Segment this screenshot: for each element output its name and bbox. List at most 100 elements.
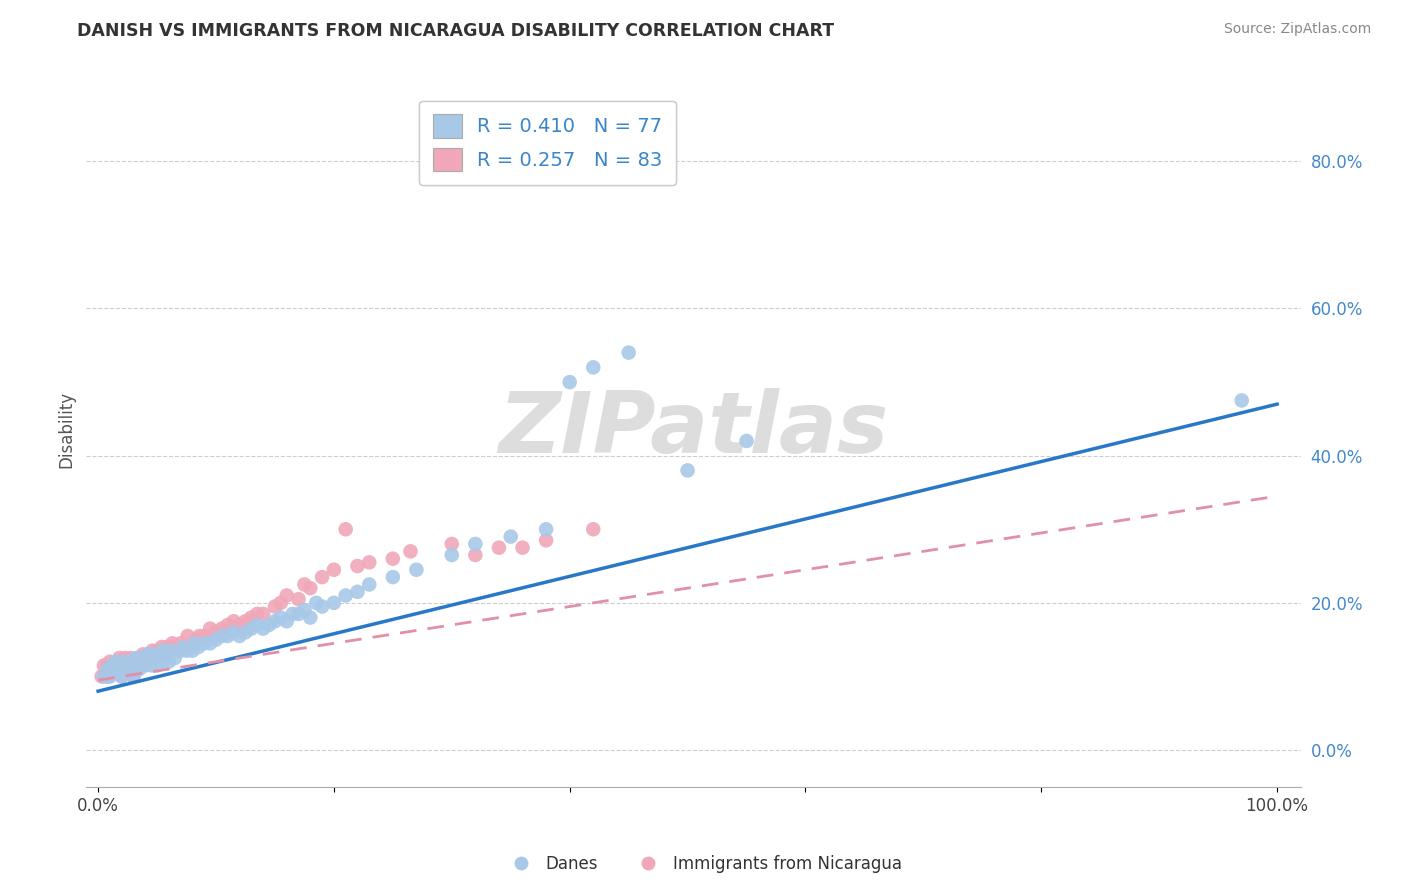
Point [205, 632, 228, 647]
Point [359, 577, 381, 591]
Point [152, 655, 174, 669]
Point [125, 658, 148, 673]
Point [150, 640, 173, 654]
Point [235, 625, 257, 640]
Point [198, 622, 221, 636]
Point [335, 522, 357, 536]
Point [281, 607, 304, 621]
Point [128, 651, 150, 665]
Point [188, 629, 211, 643]
Point [381, 551, 404, 566]
Point [264, 614, 287, 628]
Point [582, 522, 605, 536]
Point [111, 669, 134, 683]
Point [134, 651, 156, 665]
Point [132, 658, 155, 673]
Point [128, 662, 150, 676]
Point [235, 614, 257, 628]
Point [153, 648, 176, 662]
Point [381, 570, 404, 584]
Point [264, 599, 287, 614]
Point [246, 618, 269, 632]
Point [111, 658, 134, 673]
Point [96, 669, 118, 683]
Point [143, 655, 166, 669]
Point [193, 636, 215, 650]
Point [582, 360, 605, 375]
Point [134, 658, 156, 673]
Point [252, 622, 274, 636]
Point [176, 643, 198, 657]
Point [346, 584, 368, 599]
Point [160, 643, 183, 657]
Point [228, 618, 250, 632]
Point [198, 636, 221, 650]
Point [101, 658, 124, 673]
Point [735, 434, 758, 448]
Point [512, 541, 534, 555]
Point [299, 610, 322, 624]
Point [112, 662, 135, 676]
Point [108, 651, 131, 665]
Point [322, 563, 344, 577]
Point [117, 665, 139, 680]
Point [305, 596, 328, 610]
Point [499, 530, 522, 544]
Point [270, 610, 292, 624]
Point [118, 655, 141, 669]
Point [270, 596, 292, 610]
Point [252, 607, 274, 621]
Legend: R = 0.410   N = 77, R = 0.257   N = 83: R = 0.410 N = 77, R = 0.257 N = 83 [419, 101, 676, 185]
Point [139, 658, 162, 673]
Point [97, 669, 120, 683]
Point [122, 669, 145, 683]
Point [205, 625, 228, 640]
Point [143, 648, 166, 662]
Point [172, 640, 194, 654]
Point [187, 640, 209, 654]
Point [276, 589, 298, 603]
Point [276, 614, 298, 628]
Point [122, 669, 145, 683]
Point [110, 655, 132, 669]
Y-axis label: Disability: Disability [58, 392, 75, 468]
Point [311, 599, 333, 614]
Point [111, 669, 134, 683]
Point [93, 669, 115, 683]
Point [440, 548, 463, 562]
Point [139, 648, 162, 662]
Point [335, 589, 357, 603]
Point [121, 658, 143, 673]
Point [488, 541, 510, 555]
Point [114, 651, 136, 665]
Point [104, 655, 127, 669]
Point [90, 669, 112, 683]
Point [184, 632, 207, 647]
Point [287, 607, 309, 621]
Point [181, 636, 204, 650]
Point [93, 658, 115, 673]
Point [122, 658, 145, 673]
Point [111, 658, 134, 673]
Point [287, 592, 309, 607]
Point [157, 643, 180, 657]
Point [98, 669, 121, 683]
Point [176, 629, 198, 643]
Point [128, 651, 150, 665]
Point [152, 643, 174, 657]
Point [294, 577, 316, 591]
Point [173, 640, 195, 654]
Point [181, 643, 204, 657]
Point [112, 655, 135, 669]
Point [165, 640, 187, 654]
Point [103, 665, 125, 680]
Point [148, 648, 170, 662]
Point [399, 544, 422, 558]
Point [107, 665, 129, 680]
Point [246, 607, 269, 621]
Point [322, 596, 344, 610]
Point [228, 629, 250, 643]
Point [115, 655, 138, 669]
Point [117, 665, 139, 680]
Point [105, 658, 128, 673]
